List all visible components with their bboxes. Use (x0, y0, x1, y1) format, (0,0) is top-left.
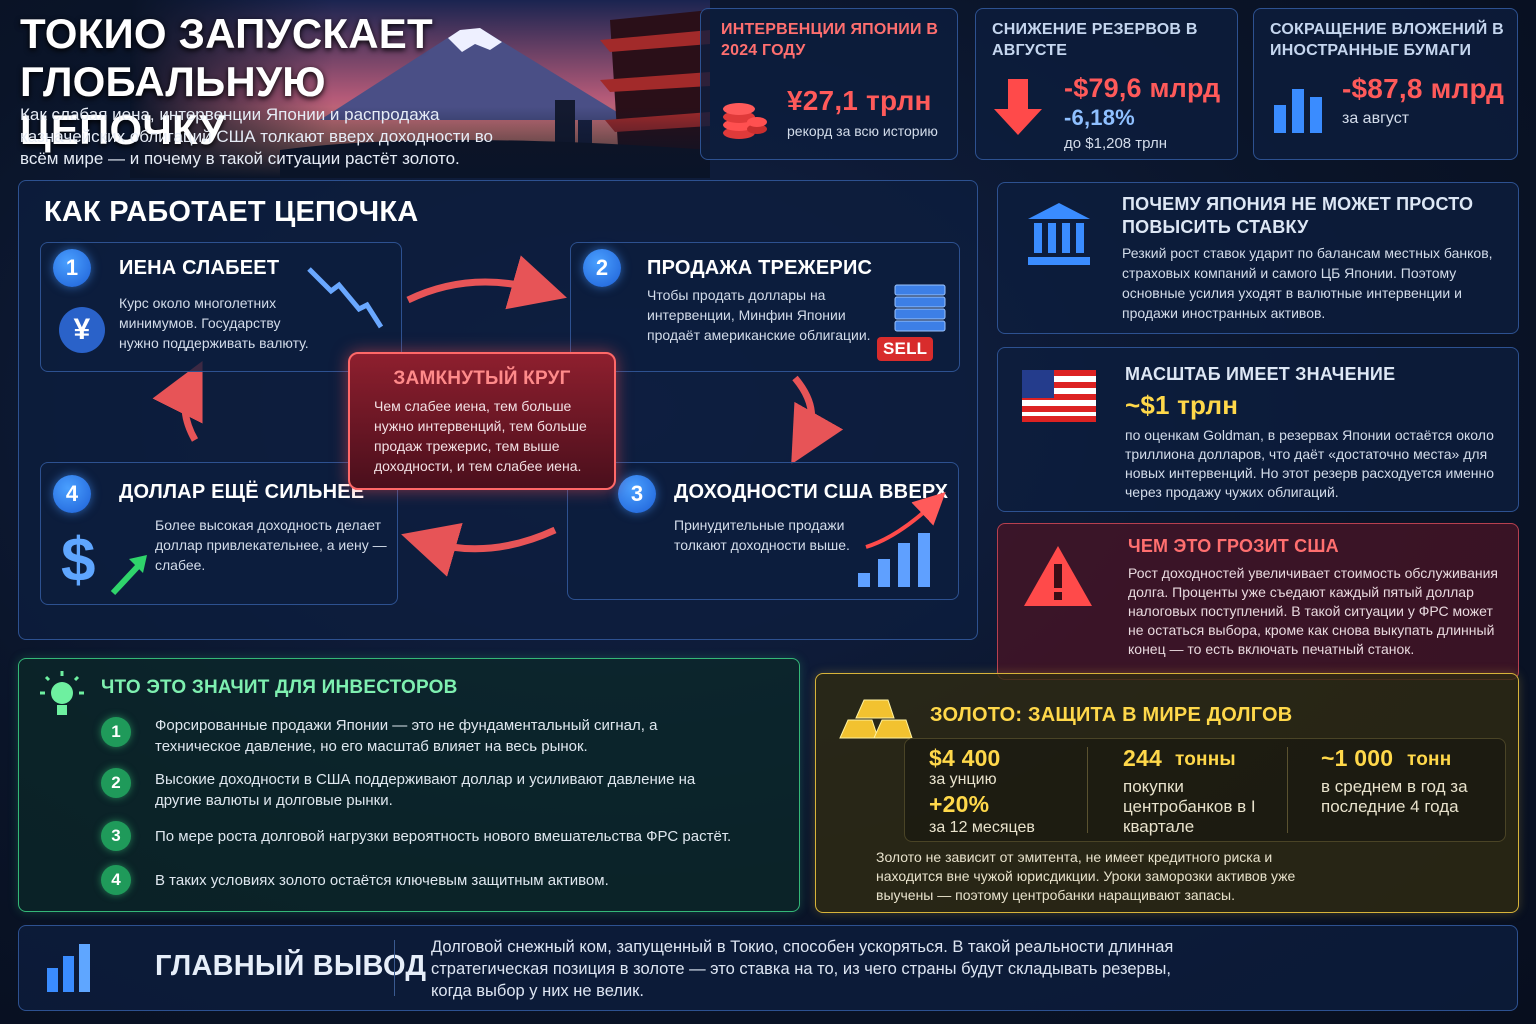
sell-badge: SELL (877, 337, 934, 361)
divider (1087, 747, 1088, 833)
conclusion-panel: ГЛАВНЫЙ ВЫВОД Долговой снежный ком, запу… (18, 925, 1518, 1011)
panel-text: Рост доходностей увеличивает стоимость о… (1128, 565, 1498, 657)
stat-note: до $1,208 трлн (1064, 135, 1168, 152)
us-flag-icon (1022, 370, 1096, 422)
stat-value: -$87,8 млрд (1342, 73, 1505, 104)
step-number: 4 (53, 475, 91, 513)
step-number: 2 (583, 249, 621, 287)
section-title: КАК РАБОТАЕТ ЦЕПОЧКА (44, 196, 419, 228)
investors-panel: ЧТО ЭТО ЗНАЧИТ ДЛЯ ИНВЕСТОРОВ 1 Форсиров… (18, 658, 800, 912)
conclusion-text: Долговой снежный ком, запущенный в Токио… (431, 938, 1174, 1000)
subtitle: Как слабая иена, интервенции Японии и ра… (20, 105, 493, 168)
item-number: 4 (101, 865, 131, 895)
gold-label: покупки центробанков в I квартале (1123, 777, 1256, 836)
center-title: ЗАМКНУТЫЙ КРУГ (393, 368, 571, 389)
bars-icon (1274, 89, 1322, 133)
stat-value-secondary: -6,18% (1064, 105, 1135, 130)
bank-icon (1028, 203, 1090, 265)
item-text: Высокие доходности в США поддерживают до… (155, 771, 696, 809)
item-number: 2 (101, 768, 131, 798)
warning-panel: ЧЕМ ЭТО ГРОЗИТ США Рост доходностей увел… (997, 523, 1519, 680)
bulb-icon (40, 671, 84, 715)
step-card: 3 ДОХОДНОСТИ США ВВЕРХ Принудительные пр… (567, 462, 959, 600)
gold-value: +20% (929, 791, 990, 817)
stat-value: ¥27,1 трлн (787, 85, 932, 116)
stat-value: -$79,6 млрд (1064, 73, 1221, 103)
section-title: ЗОЛОТО: ЗАЩИТА В МИРЕ ДОЛГОВ (930, 704, 1293, 726)
title: ТОКИО ЗАПУСКАЕТ ГЛОБАЛЬНУЮ ЦЕПОЧКУ (20, 10, 433, 153)
gold-label: за 12 месяцев (929, 819, 1035, 836)
step-card: 2 ПРОДАЖА ТРЕЖЕРИС Чтобы продать доллары… (570, 242, 960, 372)
gold-value: ~1 000 (1321, 745, 1394, 771)
center-text: Чем слабее иена, тем больше нужно интерв… (374, 398, 587, 474)
gold-bars-icon (839, 699, 913, 739)
gold-unit: тонн (1407, 749, 1452, 770)
gold-value: 244 (1123, 745, 1162, 771)
coins-icon (723, 103, 767, 139)
gold-value: $4 400 (929, 745, 1001, 771)
panel-title: ПОЧЕМУ ЯПОНИЯ НЕ МОЖЕТ ПРОСТО ПОВЫСИТЬ С… (1122, 194, 1474, 237)
item-text: Форсированные продажи Японии — это не фу… (155, 717, 658, 755)
step-card: 4 ДОЛЛАР ЕЩЁ СИЛЬНЕЕ $ Более высокая дох… (40, 462, 398, 605)
panel-title: ЧЕМ ЭТО ГРОЗИТ США (1128, 536, 1339, 556)
step-text: Принудительные продажи толкают доходност… (674, 517, 850, 553)
info-panel: МАСШТАБ ИМЕЕТ ЗНАЧЕНИЕ ~$1 трлн по оценк… (997, 347, 1519, 512)
gold-stats: $4 400 за унцию +20% за 12 месяцев 244 т… (904, 738, 1506, 842)
panel-text: по оценкам Goldman, в резервах Японии ос… (1125, 427, 1495, 500)
dollar-icon: $ (61, 526, 96, 595)
step-text: Курс около многолетних минимумов. Госуда… (119, 295, 309, 351)
stat-card: ИНТЕРВЕНЦИИ ЯПОНИИ В 2024 ГОДУ ¥27,1 трл… (700, 8, 958, 160)
hero-image (130, 0, 710, 178)
section-title: ЧТО ЭТО ЗНАЧИТ ДЛЯ ИНВЕСТОРОВ (101, 677, 458, 698)
item-text: По мере роста долговой нагрузки вероятно… (155, 828, 732, 845)
step-title: ДОЛЛАР ЕЩЁ СИЛЬНЕЕ (119, 481, 365, 503)
panel-text: Резкий рост ставок ударит по балансам ме… (1122, 245, 1493, 321)
stat-card: СОКРАЩЕНИЕ ВЛОЖЕНИЙ В ИНОСТРАННЫЕ БУМАГИ… (1253, 8, 1518, 160)
step-number: 1 (53, 249, 91, 287)
step-text: Более высокая доходность делает доллар п… (155, 517, 387, 573)
cycle-arrows (152, 255, 844, 577)
gold-unit: тонны (1175, 749, 1236, 770)
info-panel: ПОЧЕМУ ЯПОНИЯ НЕ МОЖЕТ ПРОСТО ПОВЫСИТЬ С… (997, 182, 1519, 334)
item-text: В таких условиях золото остаётся ключевы… (155, 872, 609, 889)
step-text: Чтобы продать доллары на интервенции, Ми… (647, 287, 871, 343)
up-arrow-icon (110, 555, 147, 596)
step-title: ДОХОДНОСТИ США ВВЕРХ (674, 481, 949, 503)
gold-panel: ЗОЛОТО: ЗАЩИТА В МИРЕ ДОЛГОВ $4 400 за у… (815, 673, 1519, 913)
step-title: ПРОДАЖА ТРЕЖЕРИС (647, 257, 873, 279)
divider (1287, 747, 1288, 833)
stat-note: за август (1342, 110, 1410, 127)
down-arrow-icon (994, 79, 1042, 135)
warning-icon (1024, 546, 1092, 606)
gold-text: Золото не зависит от эмитента, не имеет … (876, 849, 1296, 903)
gold-label: за унцию (929, 771, 997, 788)
conclusion-title: ГЛАВНЫЙ ВЫВОД (155, 950, 427, 982)
panel-highlight: ~$1 трлн (1125, 390, 1239, 420)
step-number: 3 (618, 475, 656, 513)
stat-label: СНИЖЕНИЕ РЕЗЕРВОВ В АВГУСТЕ (992, 21, 1198, 59)
gold-label: в среднем в год за последние 4 года (1321, 777, 1468, 816)
divider (394, 940, 395, 996)
stat-label: ИНТЕРВЕНЦИИ ЯПОНИИ В 2024 ГОДУ (721, 21, 939, 59)
stat-label: СОКРАЩЕНИЕ ВЛОЖЕНИЙ В ИНОСТРАННЫЕ БУМАГИ (1270, 21, 1504, 59)
papers-icon (894, 284, 946, 332)
chart-icon (47, 944, 90, 992)
up-bars-icon (858, 492, 946, 587)
step-card: 1 ИЕНА СЛАБЕЕТ ¥ Курс около многолетних … (40, 242, 402, 372)
panel-title: МАСШТАБ ИМЕЕТ ЗНАЧЕНИЕ (1125, 364, 1396, 384)
yen-icon: ¥ (59, 307, 105, 353)
stat-card: СНИЖЕНИЕ РЕЗЕРВОВ В АВГУСТЕ -$79,6 млрд … (975, 8, 1238, 160)
item-number: 3 (101, 821, 131, 851)
cycle-center: ЗАМКНУТЫЙ КРУГ Чем слабее иена, тем боль… (348, 352, 616, 490)
item-number: 1 (101, 717, 131, 747)
stat-note: рекорд за всю историю (787, 123, 938, 139)
step-title: ИЕНА СЛАБЕЕТ (119, 257, 280, 279)
down-trend-icon (307, 267, 384, 329)
